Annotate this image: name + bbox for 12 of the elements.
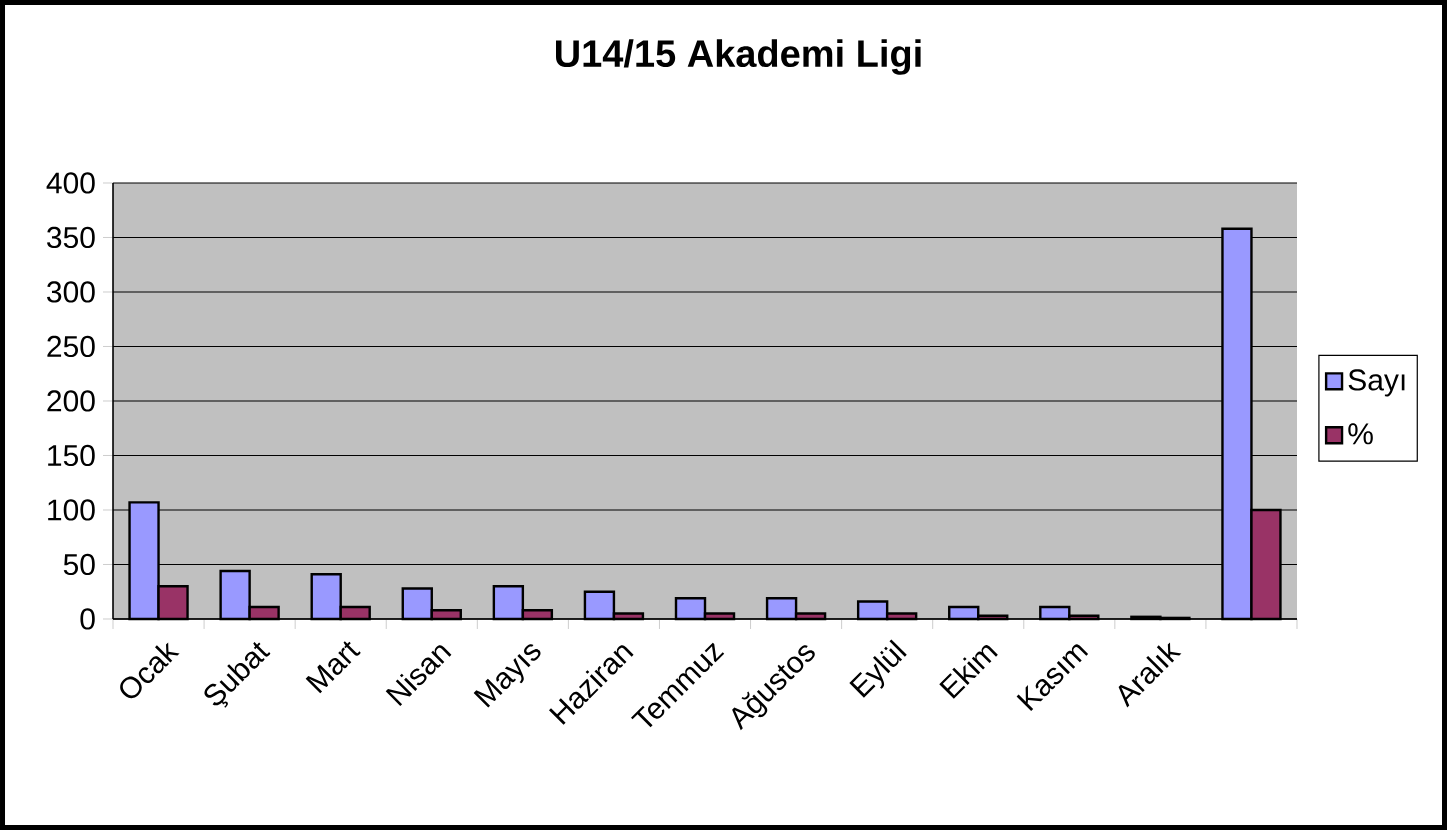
y-tick-label: 250 bbox=[47, 335, 95, 358]
legend-label: % bbox=[1348, 423, 1373, 445]
chart-title: U14/15 Akademi Ligi bbox=[556, 39, 921, 75]
y-tick-label: 200 bbox=[47, 390, 95, 412]
y-tick-label: 100 bbox=[48, 499, 95, 521]
legend-label: Sayı bbox=[1348, 369, 1405, 397]
y-tick-label: 350 bbox=[47, 226, 95, 249]
y-tick-label: 400 bbox=[46, 172, 95, 194]
y-tick-label: 50 bbox=[63, 553, 95, 576]
y-tick-label: 0 bbox=[80, 608, 95, 630]
y-tick-label: 300 bbox=[47, 281, 95, 303]
y-tick-label: 150 bbox=[48, 444, 95, 467]
